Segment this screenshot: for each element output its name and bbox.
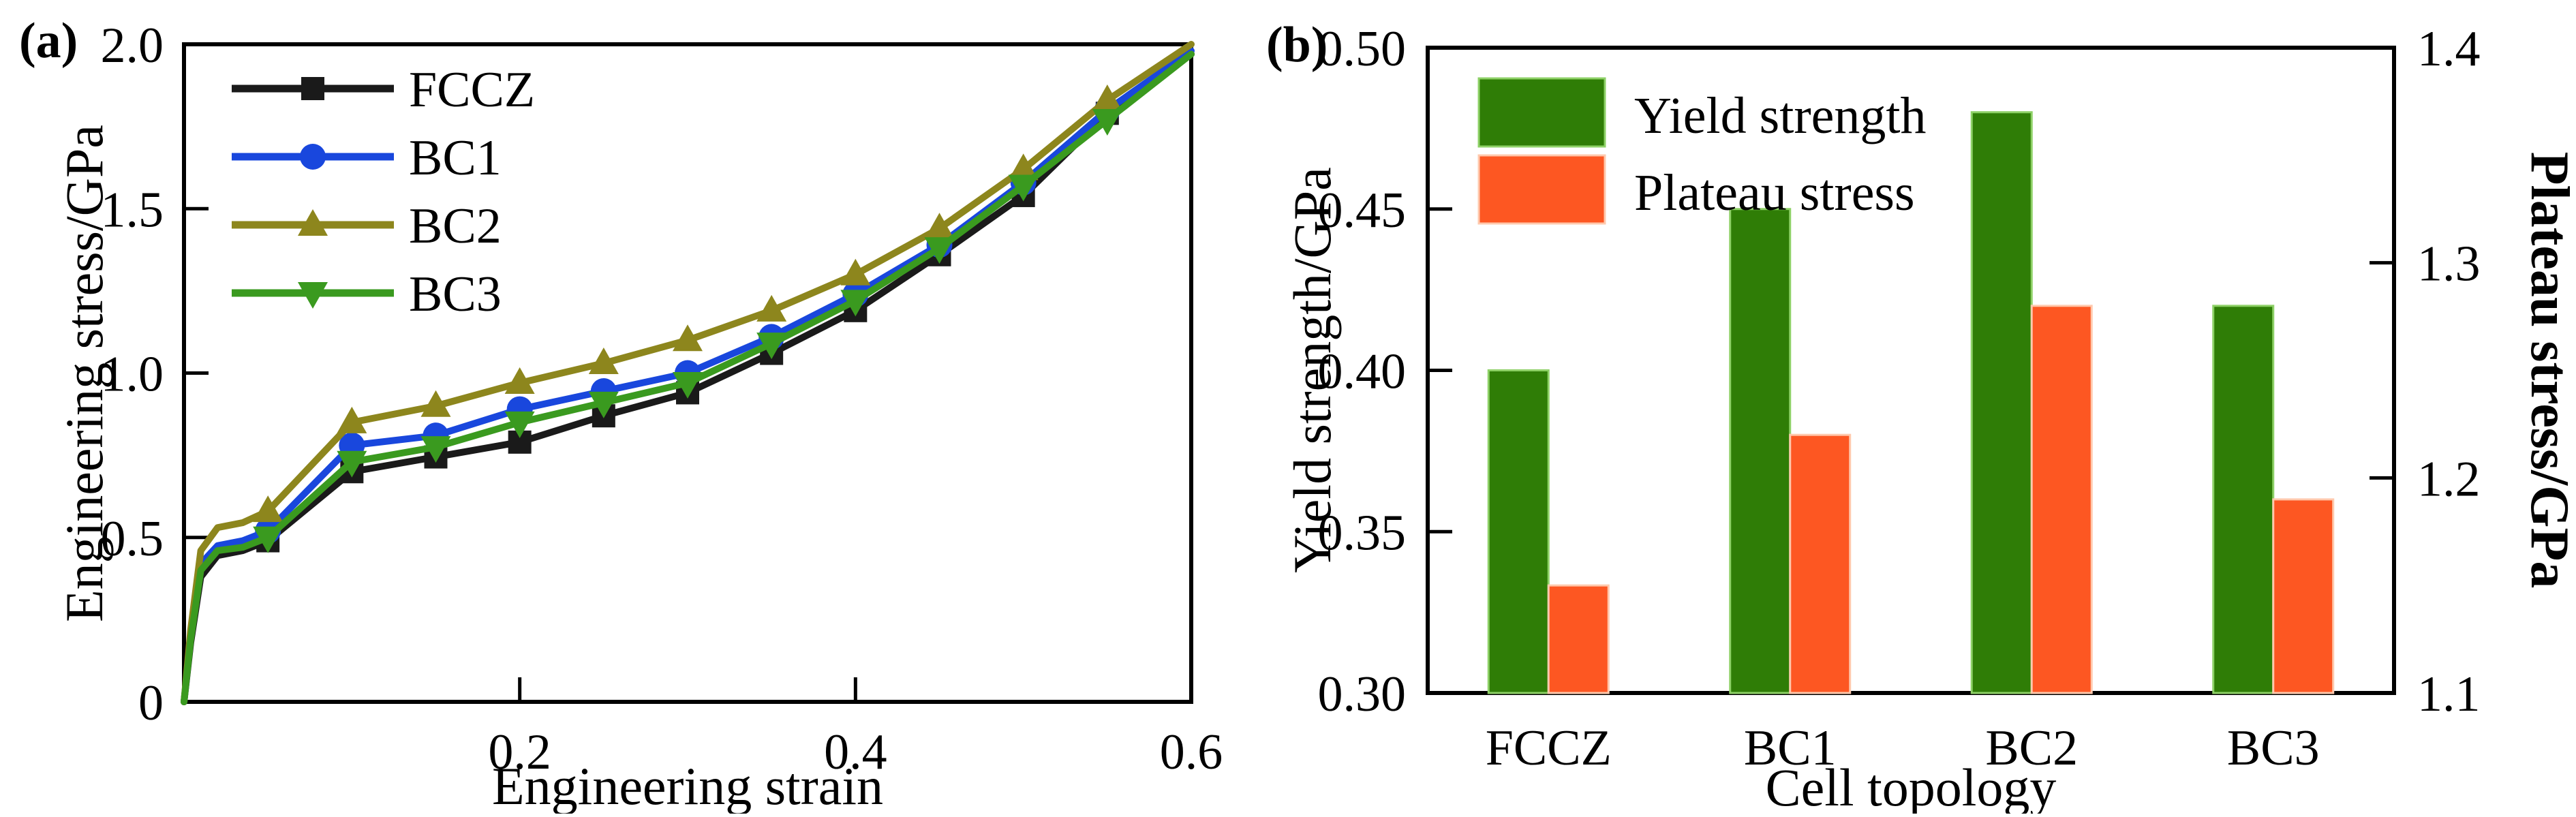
- bar-yield-strength-BC1: [1729, 208, 1792, 694]
- series-BC2-marker: [504, 367, 535, 394]
- bar-plateau-stress-BC3: [2272, 498, 2335, 694]
- series-BC3-marker: [420, 436, 451, 463]
- right-y-tick-label: 1.3: [2417, 236, 2481, 292]
- right-y-tick-label: 1.4: [2417, 21, 2481, 77]
- series-BC3-marker: [1008, 174, 1039, 202]
- x-tick-label: 0.6: [1160, 724, 1223, 780]
- left-y-tick-label: 0.50: [1318, 21, 1407, 77]
- panel-b-right-yaxis-title: Plateau stress/GPa: [2519, 152, 2576, 589]
- series-BC2-marker: [840, 258, 871, 286]
- panel-b-plot-area: 0.30 0.35 0.40 0.45 0.50 1.1 1.2 1.3 1.4 FCCZ BC1 B…: [1318, 21, 2481, 776]
- x-tick-label: 0.2: [488, 724, 551, 780]
- y-tick-label: 0.5: [101, 511, 164, 567]
- series-BC3-marker: [337, 450, 367, 478]
- panel-b-xaxis-title: Cell topology: [1766, 758, 2057, 814]
- series-BC2-marker: [588, 348, 619, 375]
- y-tick-label: 1.5: [101, 182, 164, 238]
- category-label: FCCZ: [1486, 720, 1612, 776]
- y-tick-label: 2.0: [101, 18, 164, 74]
- series-BC2-marker: [756, 294, 787, 322]
- y-tick-label: 1.0: [101, 347, 164, 403]
- legend-item-BC1: BC1: [232, 130, 502, 186]
- y-tick-label: 0: [138, 675, 164, 731]
- bar-plateau-stress-BC1: [1789, 433, 1852, 694]
- bar-yield-strength-FCCZ: [1487, 369, 1550, 694]
- right-y-tick-label: 1.1: [2417, 666, 2481, 722]
- panel-b-tag: (b): [1266, 17, 1328, 73]
- series-BC3-marker: [673, 371, 703, 399]
- panel-a-tag: (a): [19, 13, 78, 69]
- legend-marker-square-icon: [301, 77, 324, 100]
- panel-b: (b) Cell topology Yield strength/GPa Pla…: [1266, 17, 2576, 817]
- right-y-tick-label: 1.2: [2417, 451, 2481, 507]
- series-BC2-marker: [337, 406, 367, 433]
- legend-item-BC3: BC3: [232, 266, 502, 322]
- legend-label: FCCZ: [409, 62, 535, 118]
- left-y-tick-label: 0.30: [1318, 666, 1407, 722]
- legend-marker-triangle-up-icon: [298, 209, 328, 236]
- legend-swatch: [1477, 154, 1606, 225]
- series-BC2-marker: [673, 324, 703, 352]
- x-tick-label: 0.4: [824, 724, 887, 780]
- series-BC2-marker: [1092, 84, 1122, 112]
- series-BC3-marker: [840, 290, 871, 317]
- legend-label: BC1: [409, 130, 502, 186]
- series-BC2-marker: [1008, 153, 1039, 181]
- legend-item-FCCZ: FCCZ: [232, 62, 535, 118]
- category-label: BC3: [2227, 720, 2320, 776]
- legend-item-BC2: BC2: [232, 198, 502, 254]
- series-BC3-marker: [1092, 108, 1122, 136]
- series-BC2-marker: [924, 213, 955, 240]
- panel-a: (a) Engineering strain Engineering stres…: [19, 13, 1223, 816]
- panel-a-xaxis-title: Engineering strain: [492, 756, 883, 814]
- legend-label: Plateau stress: [1634, 164, 1915, 221]
- left-y-tick-label: 0.40: [1318, 344, 1407, 400]
- bar-yield-strength-BC2: [1970, 111, 2033, 694]
- legend-item-yield-strength: Yield strength: [1477, 77, 1927, 148]
- bar-yield-strength-BC3: [2212, 305, 2275, 694]
- series-BC3-marker: [756, 333, 787, 360]
- series-BC3-marker: [504, 411, 535, 438]
- legend-label: BC2: [409, 198, 502, 254]
- panel-a-plot-area: 0.2 0.4 0.6 0 0.5 1.0 1.5 2.0 FCCZ BC1 BC2 BC3: [101, 18, 1223, 780]
- series-BC2-marker: [253, 495, 283, 523]
- left-y-tick-label: 0.35: [1318, 505, 1407, 561]
- legend-marker-circle-icon: [300, 144, 326, 170]
- category-label: BC1: [1744, 720, 1837, 776]
- panel-b-left-yaxis-title: Yield strength/GPa: [1283, 167, 1342, 573]
- legend-item-plateau-stress: Plateau stress: [1477, 154, 1915, 225]
- series-BC2-marker: [420, 390, 451, 417]
- legend-marker-triangle-down-icon: [298, 282, 328, 309]
- series-BC3-marker: [924, 237, 955, 264]
- legend-label: BC3: [409, 266, 502, 322]
- series-BC3-marker: [253, 526, 283, 553]
- left-y-tick-label: 0.45: [1318, 183, 1407, 238]
- legend-label: Yield strength: [1634, 87, 1927, 144]
- series-BC3-marker: [588, 391, 619, 418]
- bar-plateau-stress-FCCZ: [1547, 584, 1610, 694]
- bar-plateau-stress-BC2: [2030, 305, 2093, 694]
- legend-swatch: [1477, 77, 1606, 148]
- category-label: BC2: [1985, 720, 2078, 776]
- panel-a-yaxis-title: Engineering stress/GPa: [55, 125, 114, 622]
